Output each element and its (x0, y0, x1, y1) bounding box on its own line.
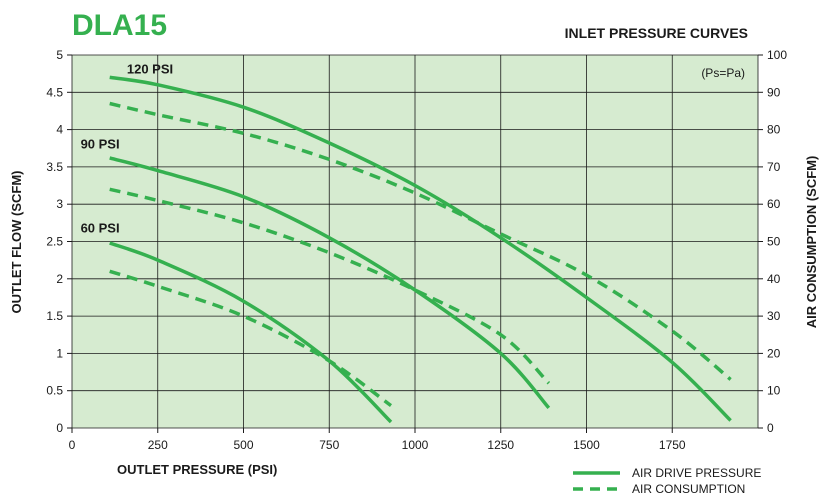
y-left-tick-label: 3 (56, 197, 63, 211)
y-left-tick-label: 5 (56, 48, 63, 62)
y-axis-label-left: OUTLET FLOW (SCFM) (9, 171, 24, 314)
y-right-tick-label: 20 (767, 346, 781, 360)
grid-lines (67, 54, 763, 433)
pressure-note: (Ps=Pa) (701, 66, 745, 80)
legend: AIR DRIVE PRESSURE AIR CONSUMPTION (573, 466, 761, 495)
y-right-tick-label: 0 (767, 421, 774, 435)
y-left-tick-label: 1 (56, 346, 63, 360)
x-tick-label: 1250 (487, 438, 514, 452)
air-consumption-curve-90-psi (109, 187, 551, 385)
x-tick-label: 250 (148, 438, 168, 452)
chart-title: INLET PRESSURE CURVES (565, 25, 748, 41)
y-left-tick-label: 2 (56, 272, 63, 286)
y-right-tick-label: 90 (767, 85, 781, 99)
air-drive-pressure-curve-90-psi (109, 156, 551, 410)
curves (109, 75, 732, 424)
air-drive-pressure-curve-60-psi (109, 241, 393, 424)
y-right-tick-label: 50 (767, 235, 781, 249)
legend-label-air-consumption: AIR CONSUMPTION (632, 482, 745, 495)
y-right-tick-label: 40 (767, 272, 781, 286)
y-right-tick-label: 80 (767, 123, 781, 137)
y-axis-label-right: AIR CONSUMPTION (SCFM) (804, 156, 819, 329)
y-left-tick-label: 2.5 (46, 235, 63, 249)
y-right-tick-label: 70 (767, 160, 781, 174)
y-right-tick-label: 10 (767, 384, 781, 398)
y-left-tick-label: 0 (56, 421, 63, 435)
y-left-tick-label: 4 (56, 123, 63, 137)
curve-label-60-psi: 60 PSI (81, 221, 120, 236)
x-tick-label: 1500 (573, 438, 600, 452)
y-left-tick-label: 0.5 (46, 384, 63, 398)
x-tick-label: 1750 (659, 438, 686, 452)
model-title: DLA15 (72, 9, 167, 42)
x-tick-label: 1000 (402, 438, 429, 452)
air-drive-pressure-curve-120-psi (109, 75, 732, 422)
legend-label-air-drive: AIR DRIVE PRESSURE (632, 466, 761, 480)
y-right-tick-label: 100 (767, 48, 787, 62)
y-left-tick-label: 1.5 (46, 309, 63, 323)
x-tick-label: 750 (319, 438, 339, 452)
x-tick-label: 0 (69, 438, 76, 452)
x-axis-label: OUTLET PRESSURE (PSI) (117, 462, 277, 477)
y-right-tick-label: 60 (767, 197, 781, 211)
tick-labels: 0 250 500 750 1000 1250 1500 175000.511.522.533… (46, 48, 787, 452)
y-left-tick-label: 4.5 (46, 85, 63, 99)
air-consumption-curve-120-psi (109, 101, 732, 381)
curve-label-120-psi: 120 PSI (127, 62, 173, 77)
x-tick-label: 500 (233, 438, 253, 452)
curve-label-90-psi: 90 PSI (81, 136, 120, 151)
y-left-tick-label: 3.5 (46, 160, 63, 174)
air-consumption-curve-60-psi (109, 269, 393, 408)
y-right-tick-label: 30 (767, 309, 781, 323)
